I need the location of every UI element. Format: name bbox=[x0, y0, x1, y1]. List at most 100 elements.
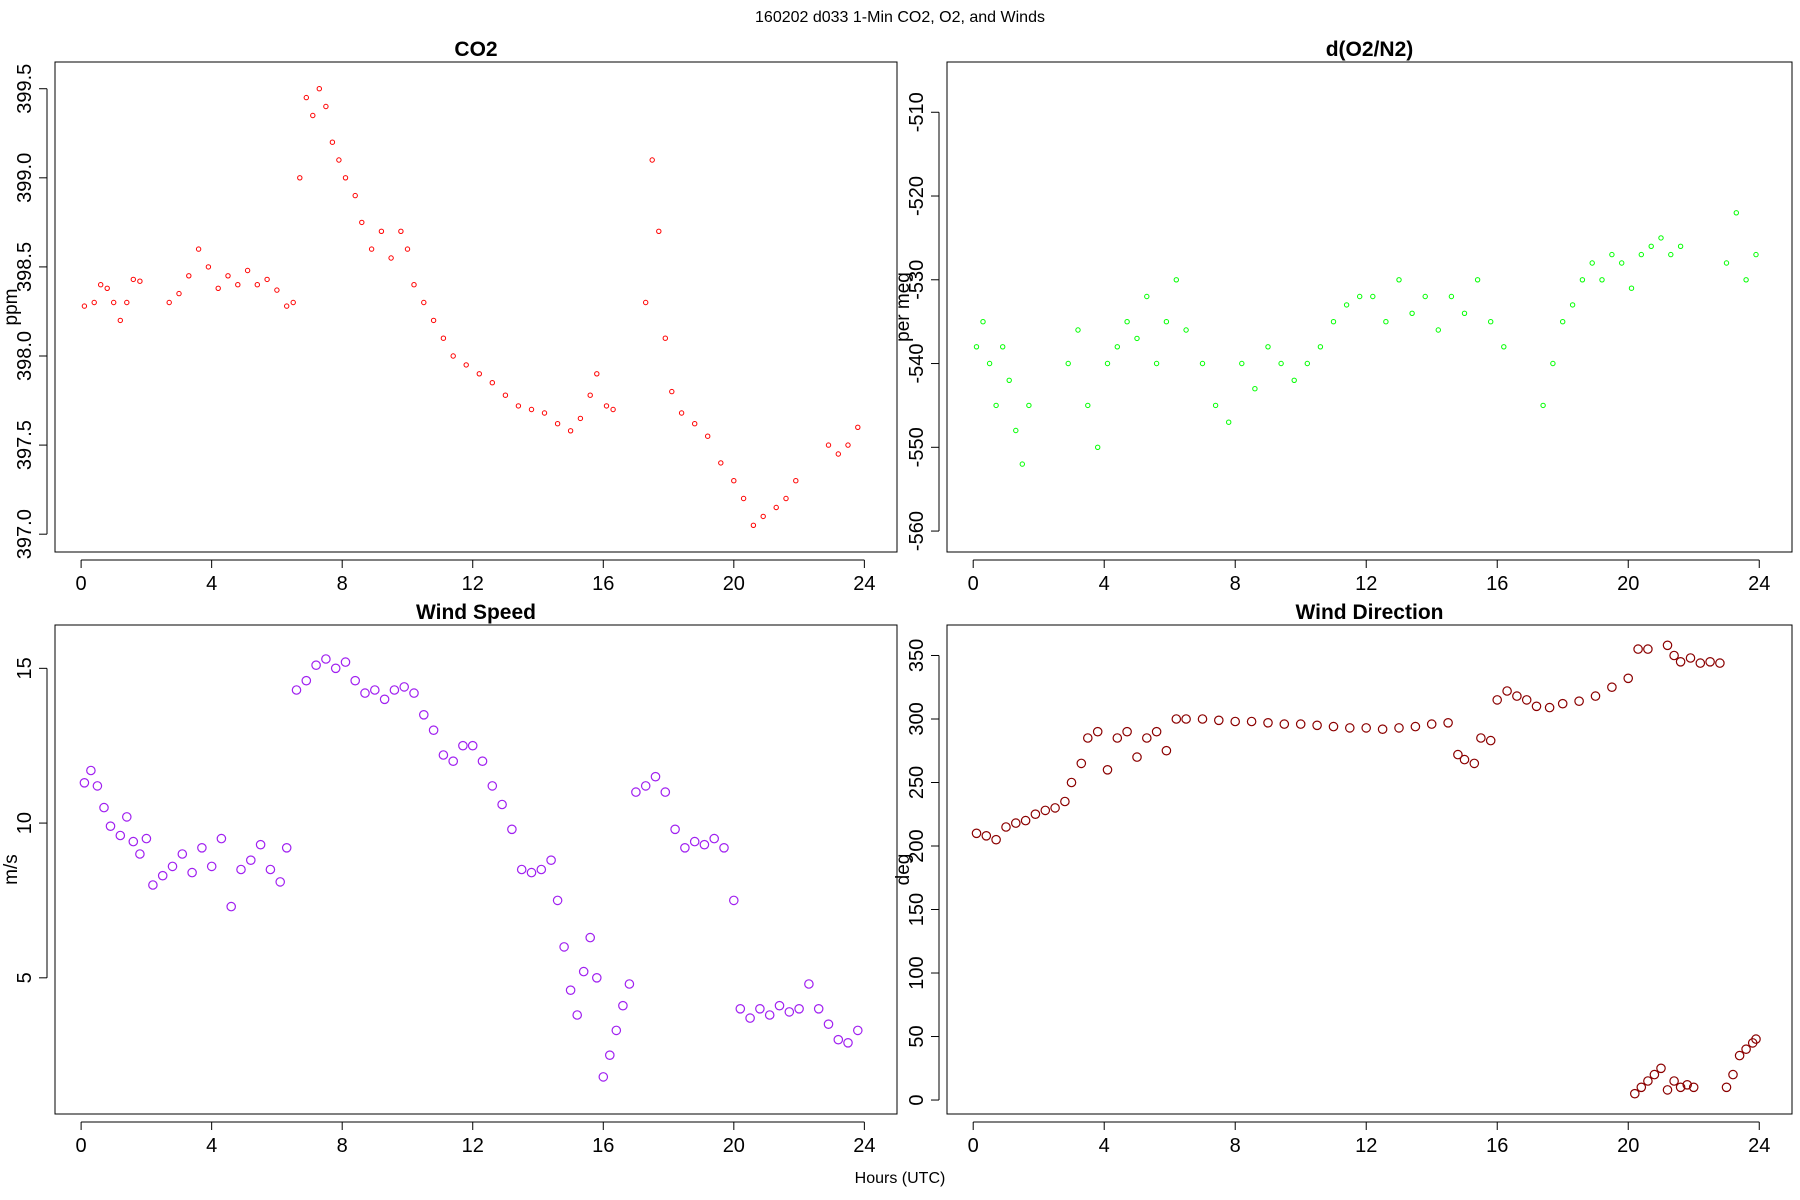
wind-speed-data-point bbox=[99, 802, 109, 813]
o2n2-data-point bbox=[1370, 293, 1376, 300]
o2n2-data-point bbox=[1252, 386, 1258, 392]
o2n2-data-point bbox=[1638, 251, 1645, 258]
wind-direction-data-point bbox=[1066, 777, 1077, 788]
wind-speed-data-point bbox=[618, 1000, 628, 1011]
wind-direction-data-point bbox=[1102, 764, 1113, 775]
wind-speed-title: Wind Speed bbox=[416, 601, 536, 624]
o2n2-data-point bbox=[1723, 260, 1730, 266]
co2-data-point bbox=[290, 299, 296, 306]
o2n2-data-point bbox=[1265, 344, 1271, 350]
co2-data-point bbox=[440, 335, 447, 341]
o2n2-data-point bbox=[1000, 344, 1006, 350]
co2-data-point bbox=[81, 303, 88, 309]
co2-y-tick-label: 399.5 bbox=[14, 64, 36, 114]
wind-direction-y-tick-label: 50 bbox=[906, 1025, 928, 1047]
wind-direction-data-point bbox=[1675, 1082, 1686, 1093]
o2n2-y-tick-label: -550 bbox=[906, 427, 928, 467]
wind-speed-data-point bbox=[399, 682, 409, 692]
co2-plot-frame bbox=[54, 61, 898, 553]
co2-data-point bbox=[610, 406, 616, 413]
o2n2-data-point bbox=[1435, 327, 1442, 333]
wind-speed-data-point bbox=[105, 821, 116, 831]
wind-speed-data-point bbox=[813, 1003, 824, 1014]
o2n2-data-point bbox=[1396, 277, 1402, 283]
co2-data-point bbox=[594, 371, 600, 377]
co2-x-tick-label: 0 bbox=[76, 573, 87, 595]
co2-data-point bbox=[254, 282, 260, 288]
wind-speed-data-point bbox=[177, 849, 188, 859]
wind-direction-data-point bbox=[1426, 719, 1437, 729]
co2-data-point bbox=[310, 112, 316, 119]
wind-speed-data-point bbox=[167, 861, 178, 872]
o2n2-data-point bbox=[1239, 360, 1245, 367]
wind-direction-data-point bbox=[1502, 686, 1512, 696]
co2-x-tick-label: 20 bbox=[723, 573, 745, 595]
co2-data-point bbox=[104, 285, 110, 291]
wind-speed-data-point bbox=[265, 864, 276, 875]
wind-direction-data-point bbox=[1263, 717, 1273, 728]
o2n2-data-point bbox=[1065, 360, 1071, 367]
co2-data-point bbox=[388, 255, 394, 261]
wind-speed-data-point bbox=[804, 979, 814, 989]
wind-direction-data-point bbox=[1345, 723, 1355, 733]
o2n2-x-tick-label: 24 bbox=[1748, 573, 1770, 595]
wind-speed-data-point bbox=[448, 756, 458, 766]
wind-speed-data-point bbox=[611, 1025, 622, 1036]
co2-data-point bbox=[359, 219, 365, 226]
o2n2-data-point bbox=[1357, 293, 1363, 300]
co2-data-point bbox=[678, 410, 685, 416]
wind-direction-data-point bbox=[1633, 644, 1643, 654]
wind-direction-data-point bbox=[1050, 803, 1060, 813]
wind-speed-x-tick-label: 8 bbox=[337, 1135, 348, 1157]
co2-x-tick-label: 16 bbox=[592, 573, 614, 595]
co2-data-point bbox=[656, 228, 662, 235]
o2n2-data-point bbox=[1006, 377, 1012, 383]
wind-direction-data-point bbox=[1020, 815, 1031, 826]
co2-data-point bbox=[323, 103, 329, 110]
wind-direction-data-point bbox=[1001, 822, 1011, 832]
wind-direction-data-point bbox=[1040, 805, 1051, 816]
co2-y-tick-label: 397.0 bbox=[14, 509, 36, 559]
wind-speed-plot-frame bbox=[54, 624, 898, 1115]
co2-data-point bbox=[378, 228, 385, 235]
wind-speed-x-tick-label: 24 bbox=[853, 1135, 875, 1157]
wind-speed-data-point bbox=[281, 842, 292, 853]
co2-x-tick-label: 24 bbox=[853, 573, 875, 595]
o2n2-x-tick-label: 4 bbox=[1099, 573, 1110, 595]
co2-y-tick-label: 397.5 bbox=[14, 420, 36, 470]
co2-data-point bbox=[567, 428, 574, 434]
co2-data-point bbox=[166, 299, 172, 306]
co2-data-point bbox=[284, 303, 290, 309]
wind-direction-data-point bbox=[1741, 1044, 1751, 1054]
o2n2-data-point bbox=[1409, 310, 1415, 316]
wind-speed-data-point bbox=[418, 709, 429, 720]
wind-direction-data-point bbox=[1469, 758, 1480, 769]
wind-direction-data-point bbox=[1521, 695, 1532, 705]
o2n2-data-point bbox=[1095, 444, 1101, 450]
co2-data-point bbox=[740, 495, 747, 502]
o2n2-data-point bbox=[1733, 210, 1740, 216]
wind-speed-x-tick-label: 16 bbox=[592, 1135, 614, 1157]
wind-direction-data-point bbox=[1531, 701, 1542, 712]
o2n2-data-point bbox=[1134, 335, 1140, 342]
co2-data-point bbox=[476, 371, 482, 377]
o2n2-data-point bbox=[1579, 277, 1586, 283]
wind-direction-data-point bbox=[1394, 723, 1404, 733]
o2n2-x-tick-label: 8 bbox=[1230, 573, 1241, 595]
wind-speed-panel: Wind Speed 0 4 8 12 16 20 24 5 10 15 m/s bbox=[1, 601, 898, 1157]
wind-direction-data-point bbox=[1636, 1082, 1647, 1093]
wind-speed-x-tick-label: 0 bbox=[76, 1135, 87, 1157]
wind-direction-data-point bbox=[1643, 1076, 1653, 1086]
wind-speed-data-point bbox=[311, 660, 321, 670]
wind-direction-y-tick-label: 200 bbox=[906, 829, 928, 862]
wind-direction-data-point bbox=[1544, 702, 1555, 713]
co2-data-point bbox=[489, 380, 495, 386]
co2-data-point bbox=[195, 246, 202, 252]
co2-y-tick-label: 399.0 bbox=[14, 153, 36, 203]
co2-data-point bbox=[421, 299, 427, 306]
o2n2-data-point bbox=[1104, 360, 1111, 367]
wind-speed-data-point bbox=[255, 839, 266, 850]
wind-speed-data-point bbox=[559, 942, 569, 952]
wind-speed-data-point bbox=[86, 765, 96, 776]
wind-speed-data-point bbox=[360, 688, 370, 698]
